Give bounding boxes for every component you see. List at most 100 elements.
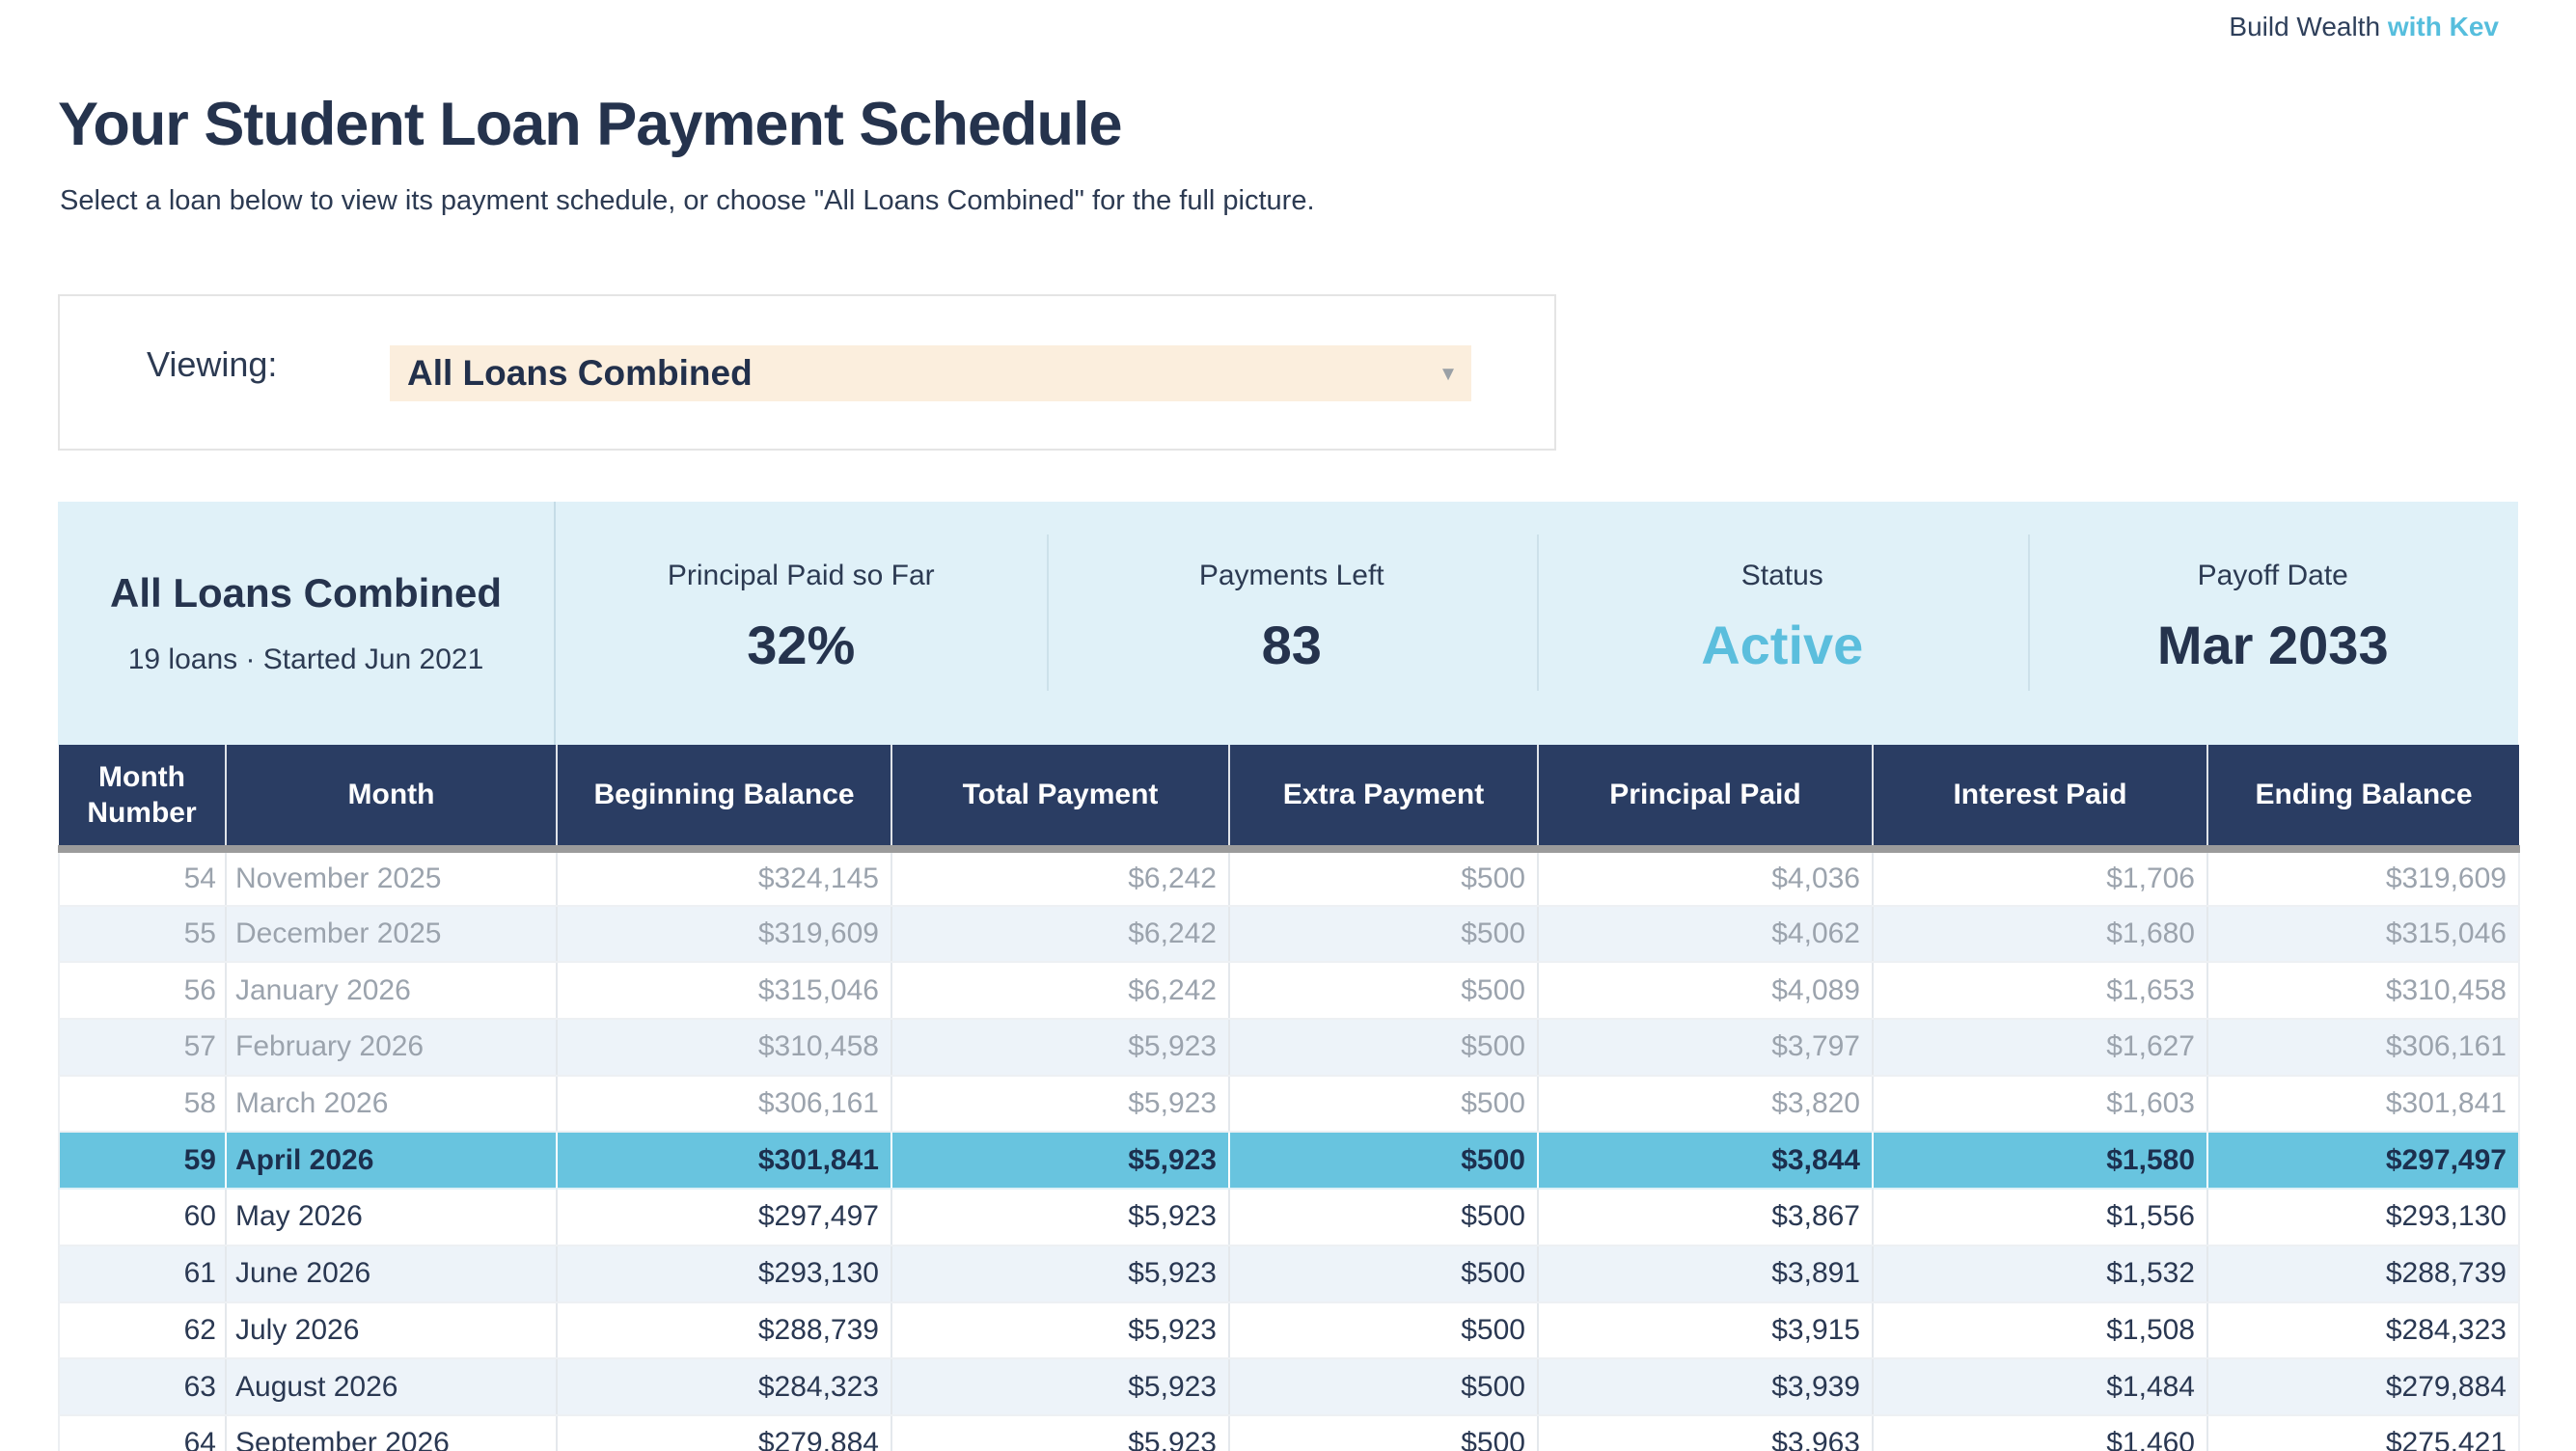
- stat-value: Mar 2033: [2156, 615, 2389, 675]
- brand-accent: with Kev: [2387, 12, 2499, 41]
- table-row[interactable]: 59 April 2026 $301,841 $5,923 $500 $3,84…: [58, 1132, 2520, 1191]
- cell-month: May 2026: [225, 1189, 557, 1246]
- cell-month-number: 64: [58, 1414, 226, 1451]
- cell-principal-paid: $3,797: [1537, 1019, 1873, 1077]
- schedule-table-head: Month Number Month Beginning Balance Total …: [59, 745, 2519, 853]
- cell-total-payment: $6,242: [891, 905, 1229, 964]
- cell-ending-balance: $293,130: [2206, 1189, 2520, 1246]
- cell-total-payment: $5,923: [891, 1301, 1229, 1360]
- table-row[interactable]: 54 November 2025 $324,145 $6,242 $500 $4…: [58, 849, 2520, 907]
- stat-value: Active: [1701, 615, 1864, 675]
- cell-month-number: 57: [58, 1019, 226, 1077]
- table-row[interactable]: 62 July 2026 $288,739 $5,923 $500 $3,915…: [58, 1301, 2520, 1360]
- page-title: Your Student Loan Payment Schedule: [58, 91, 1122, 158]
- schedule-header-row: Month Number Month Beginning Balance Total …: [59, 745, 2519, 853]
- cell-beginning-balance: $324,145: [556, 849, 891, 907]
- cell-extra-payment: $500: [1228, 849, 1538, 907]
- cell-beginning-balance: $279,884: [556, 1414, 891, 1451]
- cell-principal-paid: $3,939: [1537, 1358, 1873, 1416]
- summary-stat: Payoff Date Mar 2033: [2027, 502, 2519, 745]
- cell-beginning-balance: $319,609: [556, 905, 891, 964]
- cell-principal-paid: $4,036: [1537, 849, 1873, 907]
- cell-month: February 2026: [225, 1019, 557, 1077]
- column-header: Total Payment: [891, 745, 1229, 853]
- brand-logo: Build Wealth with Kev: [2229, 12, 2499, 42]
- cell-month-number: 62: [58, 1301, 226, 1360]
- summary-title: All Loans Combined: [109, 570, 502, 616]
- table-row[interactable]: 61 June 2026 $293,130 $5,923 $500 $3,891…: [58, 1245, 2520, 1303]
- stat-value: 32%: [747, 615, 856, 675]
- loan-select-dropdown[interactable]: All Loans Combined ▾: [390, 345, 1471, 401]
- cell-extra-payment: $500: [1228, 1245, 1538, 1303]
- cell-interest-paid: $1,484: [1872, 1358, 2207, 1416]
- cell-month: January 2026: [225, 962, 557, 1021]
- stat-label: Payoff Date: [2197, 560, 2348, 591]
- cell-ending-balance: $306,161: [2206, 1019, 2520, 1077]
- cell-total-payment: $5,923: [891, 1189, 1229, 1246]
- column-header: Interest Paid: [1872, 745, 2207, 853]
- cell-beginning-balance: $297,497: [556, 1189, 891, 1246]
- column-header: Beginning Balance: [556, 745, 891, 853]
- cell-ending-balance: $315,046: [2206, 905, 2520, 964]
- brand-prefix: Build Wealth: [2229, 12, 2381, 41]
- page-subtitle: Select a loan below to view its payment …: [60, 185, 1315, 216]
- cell-interest-paid: $1,680: [1872, 905, 2207, 964]
- cell-extra-payment: $500: [1228, 1075, 1538, 1134]
- cell-month-number: 55: [58, 905, 226, 964]
- cell-principal-paid: $3,867: [1537, 1189, 1873, 1246]
- cell-month: November 2025: [225, 849, 557, 907]
- cell-interest-paid: $1,508: [1872, 1301, 2207, 1360]
- cell-month: September 2026: [225, 1414, 557, 1451]
- cell-principal-paid: $3,844: [1537, 1132, 1873, 1191]
- table-row[interactable]: 60 May 2026 $297,497 $5,923 $500 $3,867 …: [58, 1189, 2520, 1246]
- cell-interest-paid: $1,706: [1872, 849, 2207, 907]
- cell-ending-balance: $319,609: [2206, 849, 2520, 907]
- cell-ending-balance: $301,841: [2206, 1075, 2520, 1134]
- cell-month-number: 54: [58, 849, 226, 907]
- cell-beginning-balance: $310,458: [556, 1019, 891, 1077]
- cell-month: June 2026: [225, 1245, 557, 1303]
- cell-month: July 2026: [225, 1301, 557, 1360]
- loan-select-value: All Loans Combined: [407, 353, 753, 393]
- stat-value: 83: [1261, 615, 1322, 675]
- cell-month-number: 58: [58, 1075, 226, 1134]
- cell-ending-balance: $310,458: [2206, 962, 2520, 1021]
- cell-month: December 2025: [225, 905, 557, 964]
- cell-interest-paid: $1,532: [1872, 1245, 2207, 1303]
- cell-total-payment: $5,923: [891, 1075, 1229, 1134]
- table-row[interactable]: 64 September 2026 $279,884 $5,923 $500 $…: [58, 1414, 2520, 1451]
- cell-extra-payment: $500: [1228, 1132, 1538, 1191]
- column-header: Month Number: [59, 745, 226, 853]
- viewing-card: Viewing: All Loans Combined ▾: [58, 294, 1556, 451]
- summary-card: All Loans Combined 19 loans · Started Ju…: [58, 502, 2518, 745]
- cell-total-payment: $5,923: [891, 1019, 1229, 1077]
- table-row[interactable]: 57 February 2026 $310,458 $5,923 $500 $3…: [58, 1019, 2520, 1077]
- cell-interest-paid: $1,603: [1872, 1075, 2207, 1134]
- cell-beginning-balance: $301,841: [556, 1132, 891, 1191]
- summary-left-section: All Loans Combined 19 loans · Started Ju…: [58, 502, 556, 745]
- cell-beginning-balance: $306,161: [556, 1075, 891, 1134]
- cell-total-payment: $5,923: [891, 1358, 1229, 1416]
- table-row[interactable]: 56 January 2026 $315,046 $6,242 $500 $4,…: [58, 962, 2520, 1021]
- column-header: Month: [225, 745, 557, 853]
- table-row[interactable]: 63 August 2026 $284,323 $5,923 $500 $3,9…: [58, 1358, 2520, 1416]
- summary-stat: Principal Paid so Far 32%: [556, 502, 1047, 745]
- cell-total-payment: $6,242: [891, 849, 1229, 907]
- cell-principal-paid: $4,089: [1537, 962, 1873, 1021]
- cell-ending-balance: $297,497: [2206, 1132, 2520, 1191]
- cell-total-payment: $5,923: [891, 1132, 1229, 1191]
- summary-subtitle: 19 loans · Started Jun 2021: [127, 643, 484, 675]
- stat-label: Status: [1740, 560, 1823, 591]
- cell-principal-paid: $3,891: [1537, 1245, 1873, 1303]
- cell-extra-payment: $500: [1228, 1301, 1538, 1360]
- cell-extra-payment: $500: [1228, 1019, 1538, 1077]
- table-row[interactable]: 58 March 2026 $306,161 $5,923 $500 $3,82…: [58, 1075, 2520, 1134]
- cell-interest-paid: $1,556: [1872, 1189, 2207, 1246]
- table-row[interactable]: 55 December 2025 $319,609 $6,242 $500 $4…: [58, 905, 2520, 964]
- cell-extra-payment: $500: [1228, 1414, 1538, 1451]
- column-header: Extra Payment: [1228, 745, 1538, 853]
- cell-ending-balance: $275,421: [2206, 1414, 2520, 1451]
- cell-month-number: 60: [58, 1189, 226, 1246]
- cell-beginning-balance: $315,046: [556, 962, 891, 1021]
